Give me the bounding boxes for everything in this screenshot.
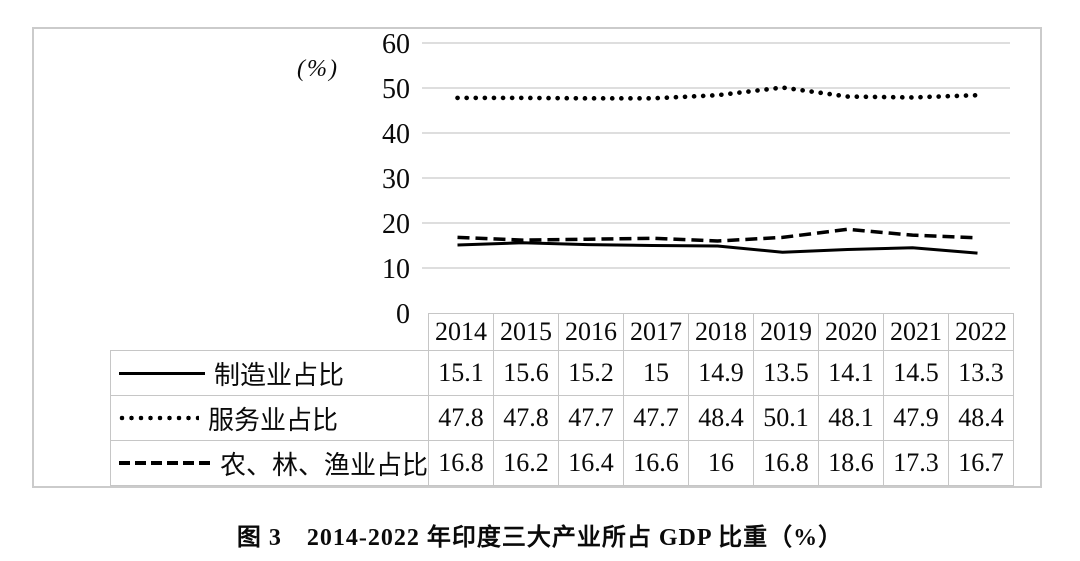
value-cell: 16 (688, 440, 755, 486)
legend-cell: 农、林、渔业占比 (109, 440, 430, 486)
table-row: 服务业占比 47.8 47.8 47.7 47.7 48.4 50.1 48.1 47.9 48.… (109, 395, 1015, 441)
legend-cell: 服务业占比 (109, 395, 430, 441)
value-cell: 18.6 (818, 440, 885, 486)
value-cell: 47.8 (493, 395, 560, 441)
table-header-row: 2014 2015 2016 2017 2018 2019 2020 2021 2022 (111, 313, 1015, 351)
legend-entry: 制造业占比 (111, 355, 428, 392)
y-axis-unit-label: (%) (297, 56, 339, 82)
year-header-cell: 2014 (428, 313, 495, 351)
legend-line-sample-solid (119, 371, 205, 375)
value-cell: 13.5 (753, 350, 820, 396)
value-cell: 14.5 (883, 350, 950, 396)
value-cell: 15.1 (428, 350, 495, 396)
value-cell: 48.1 (818, 395, 885, 441)
year-header-cell: 2020 (818, 313, 885, 351)
value-cell: 15 (623, 350, 690, 396)
table-row: 制造业占比 15.1 15.6 15.2 15 14.9 13.5 14.1 14.5 13.3 (109, 350, 1015, 396)
value-cell: 15.6 (493, 350, 560, 396)
year-header-cell: 2018 (688, 313, 755, 351)
value-cell: 17.3 (883, 440, 950, 486)
value-cell: 47.7 (558, 395, 625, 441)
year-header-cell: 2016 (558, 313, 625, 351)
value-cell: 47.7 (623, 395, 690, 441)
value-cell: 16.6 (623, 440, 690, 486)
legend-line-sample-dashed (119, 461, 211, 465)
value-cell: 47.9 (883, 395, 950, 441)
legend-cell: 制造业占比 (109, 350, 430, 396)
year-header-cell: 2022 (948, 313, 1015, 351)
value-cell: 47.8 (428, 395, 495, 441)
value-cell: 16.7 (948, 440, 1015, 486)
value-cell: 15.2 (558, 350, 625, 396)
table-blank-cell (111, 314, 429, 351)
value-cell: 50.1 (753, 395, 820, 441)
chart-data-table: 2014 2015 2016 2017 2018 2019 2020 2021 2022 制造业占… (109, 313, 1015, 486)
value-cell: 16.8 (428, 440, 495, 486)
year-header-cell: 2015 (493, 313, 560, 351)
value-cell: 14.9 (688, 350, 755, 396)
legend-label: 制造业占比 (214, 360, 345, 390)
value-cell: 14.1 (818, 350, 885, 396)
value-cell: 48.4 (688, 395, 755, 441)
year-header-cell: 2021 (883, 313, 950, 351)
legend-label: 服务业占比 (208, 405, 339, 435)
value-cell: 13.3 (948, 350, 1015, 396)
value-cell: 48.4 (948, 395, 1015, 441)
legend-entry: 农、林、渔业占比 (111, 445, 428, 482)
year-header-cell: 2017 (623, 313, 690, 351)
figure-caption: 图 3 2014-2022 年印度三大产业所占 GDP 比重（%） (236, 525, 844, 551)
year-header-cell: 2019 (753, 313, 820, 351)
value-cell: 16.2 (493, 440, 560, 486)
table-row: 农、林、渔业占比 16.8 16.2 16.4 16.6 16 16.8 18.6 17.3 16… (109, 440, 1015, 486)
value-cell: 16.8 (753, 440, 820, 486)
legend-line-sample-dotted (119, 415, 199, 421)
legend-entry: 服务业占比 (111, 400, 428, 437)
legend-label: 农、林、渔业占比 (220, 450, 429, 480)
value-cell: 16.4 (558, 440, 625, 486)
